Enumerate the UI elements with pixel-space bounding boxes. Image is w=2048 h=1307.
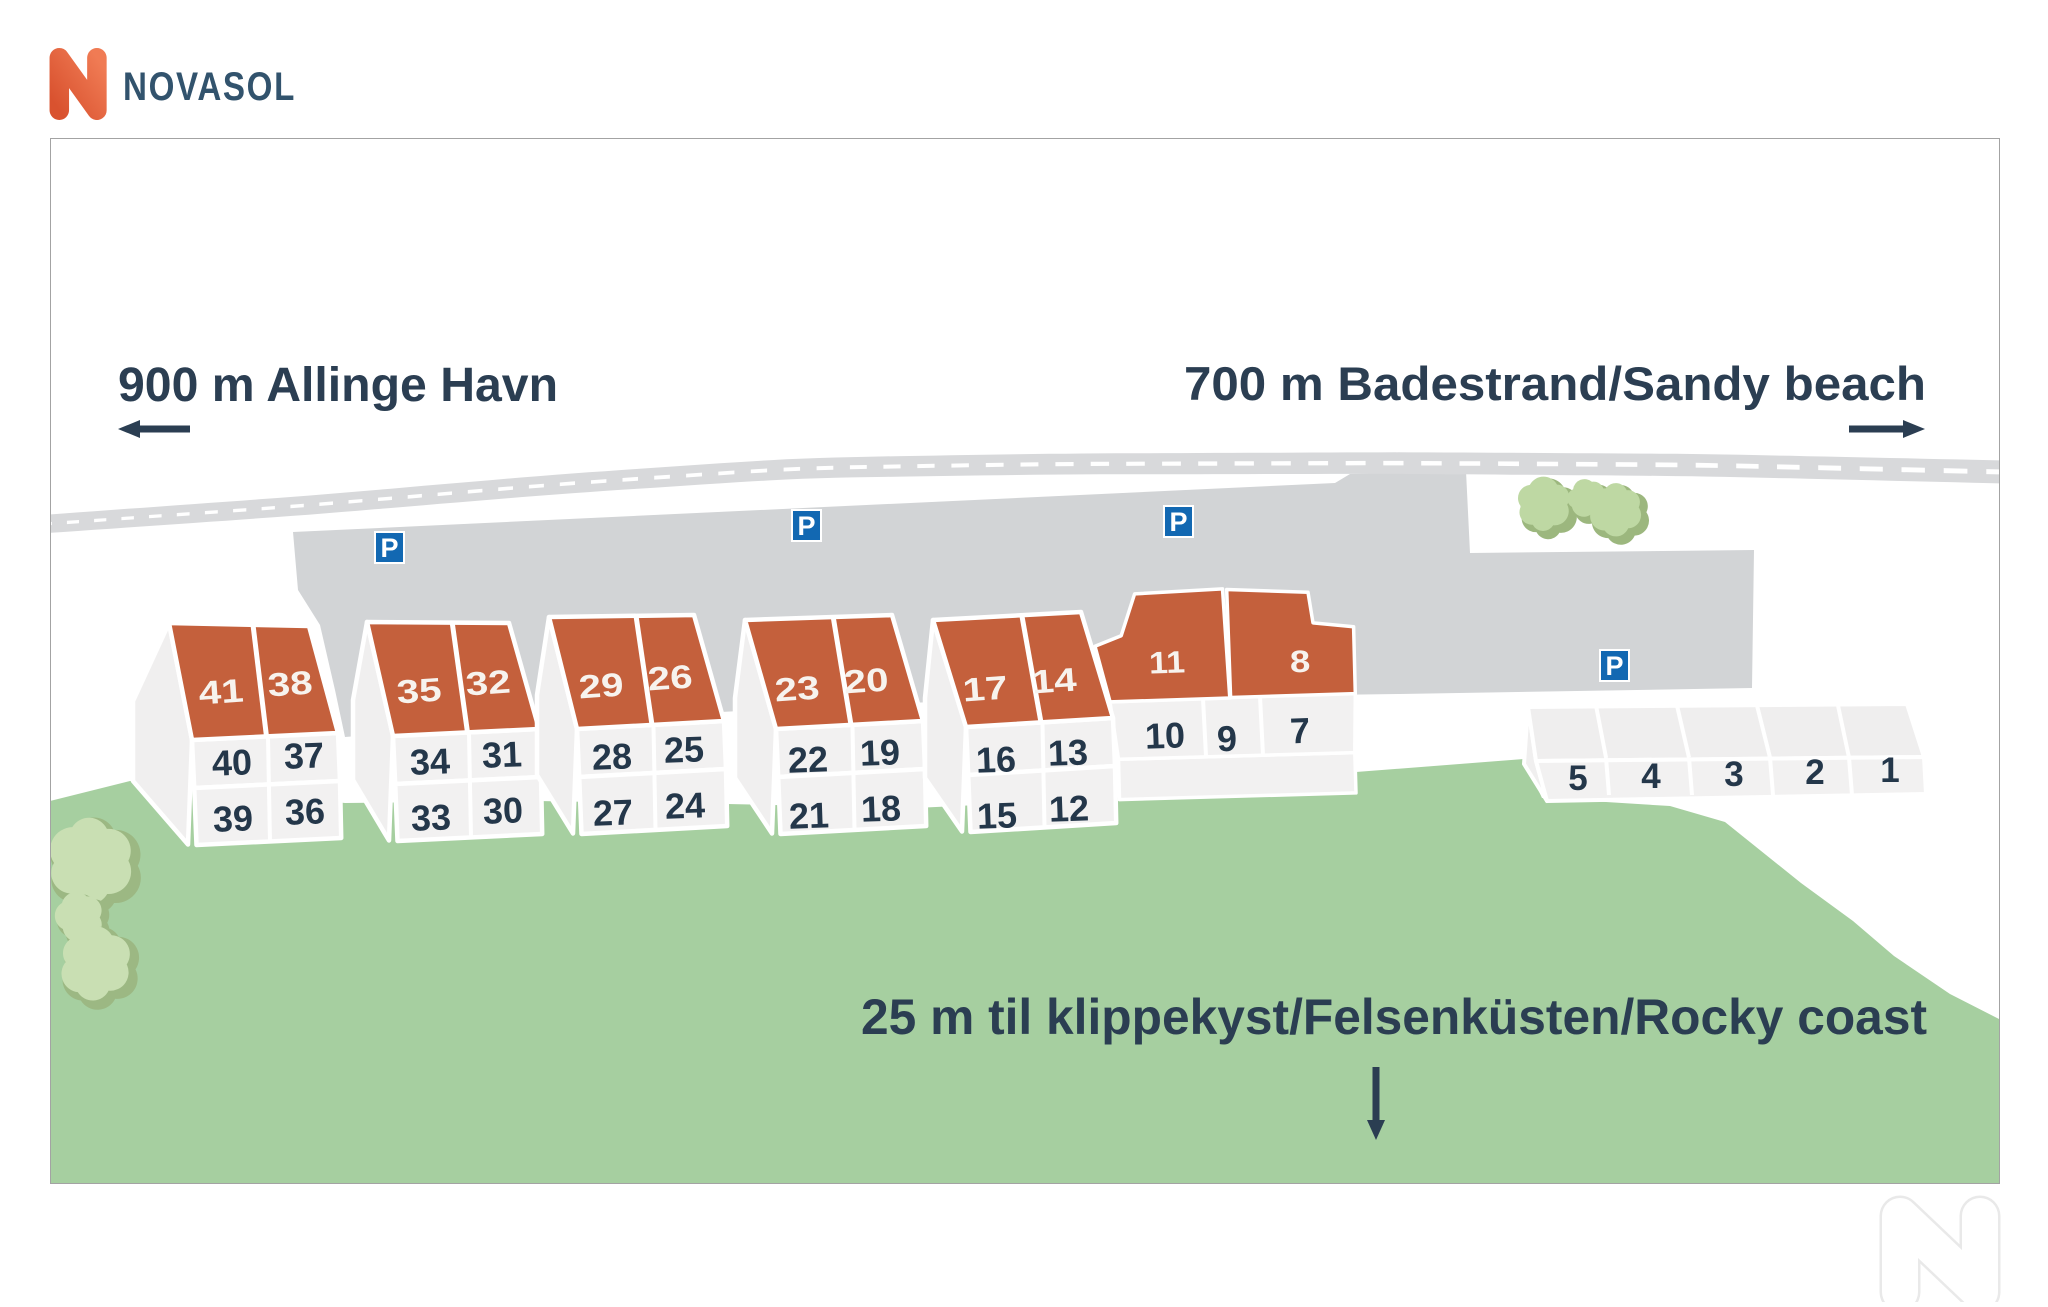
svg-text:38: 38 xyxy=(266,664,313,704)
svg-text:23: 23 xyxy=(773,669,820,709)
svg-text:7: 7 xyxy=(1289,710,1310,752)
svg-text:22: 22 xyxy=(787,738,828,780)
svg-text:35: 35 xyxy=(395,671,442,711)
svg-text:3: 3 xyxy=(1724,755,1743,794)
svg-text:16: 16 xyxy=(975,738,1016,780)
svg-text:NOVASOL: NOVASOL xyxy=(123,65,296,109)
svg-text:900 m Allinge Havn: 900 m Allinge Havn xyxy=(118,359,558,412)
svg-text:17: 17 xyxy=(961,669,1008,709)
svg-text:31: 31 xyxy=(481,733,522,775)
svg-text:2: 2 xyxy=(1805,753,1824,792)
svg-text:21: 21 xyxy=(788,794,829,836)
svg-text:24: 24 xyxy=(664,784,705,826)
svg-text:39: 39 xyxy=(212,797,253,839)
svg-text:1: 1 xyxy=(1880,751,1899,790)
svg-text:25 m til klippekyst/Felsenküst: 25 m til klippekyst/Felsenküsten/Rocky c… xyxy=(861,989,1927,1045)
svg-text:4: 4 xyxy=(1641,757,1661,796)
svg-text:18: 18 xyxy=(860,787,901,829)
svg-text:41: 41 xyxy=(197,672,244,712)
svg-text:33: 33 xyxy=(410,796,451,838)
svg-text:19: 19 xyxy=(859,731,900,773)
svg-text:700 m Badestrand/Sandy beach: 700 m Badestrand/Sandy beach xyxy=(1184,357,1926,410)
svg-text:11: 11 xyxy=(1148,645,1185,680)
svg-text:9: 9 xyxy=(1216,718,1237,760)
svg-text:34: 34 xyxy=(409,740,450,782)
svg-text:29: 29 xyxy=(577,666,624,706)
svg-text:P: P xyxy=(797,511,815,541)
svg-text:13: 13 xyxy=(1047,731,1088,773)
svg-text:32: 32 xyxy=(464,663,511,703)
svg-text:P: P xyxy=(1169,507,1187,537)
svg-text:26: 26 xyxy=(646,658,693,698)
svg-text:28: 28 xyxy=(591,735,632,777)
svg-text:P: P xyxy=(1605,651,1623,681)
svg-text:27: 27 xyxy=(592,791,633,833)
svg-text:20: 20 xyxy=(842,661,889,701)
svg-text:14: 14 xyxy=(1030,661,1078,701)
svg-text:8: 8 xyxy=(1289,644,1311,679)
svg-text:30: 30 xyxy=(482,789,523,831)
svg-text:5: 5 xyxy=(1568,759,1587,798)
svg-text:12: 12 xyxy=(1048,787,1089,829)
svg-text:37: 37 xyxy=(283,734,324,776)
svg-text:10: 10 xyxy=(1144,714,1185,756)
svg-text:40: 40 xyxy=(211,741,252,783)
svg-text:36: 36 xyxy=(284,790,325,832)
svg-text:15: 15 xyxy=(976,794,1017,836)
svg-text:P: P xyxy=(380,533,398,563)
svg-text:25: 25 xyxy=(663,728,704,770)
